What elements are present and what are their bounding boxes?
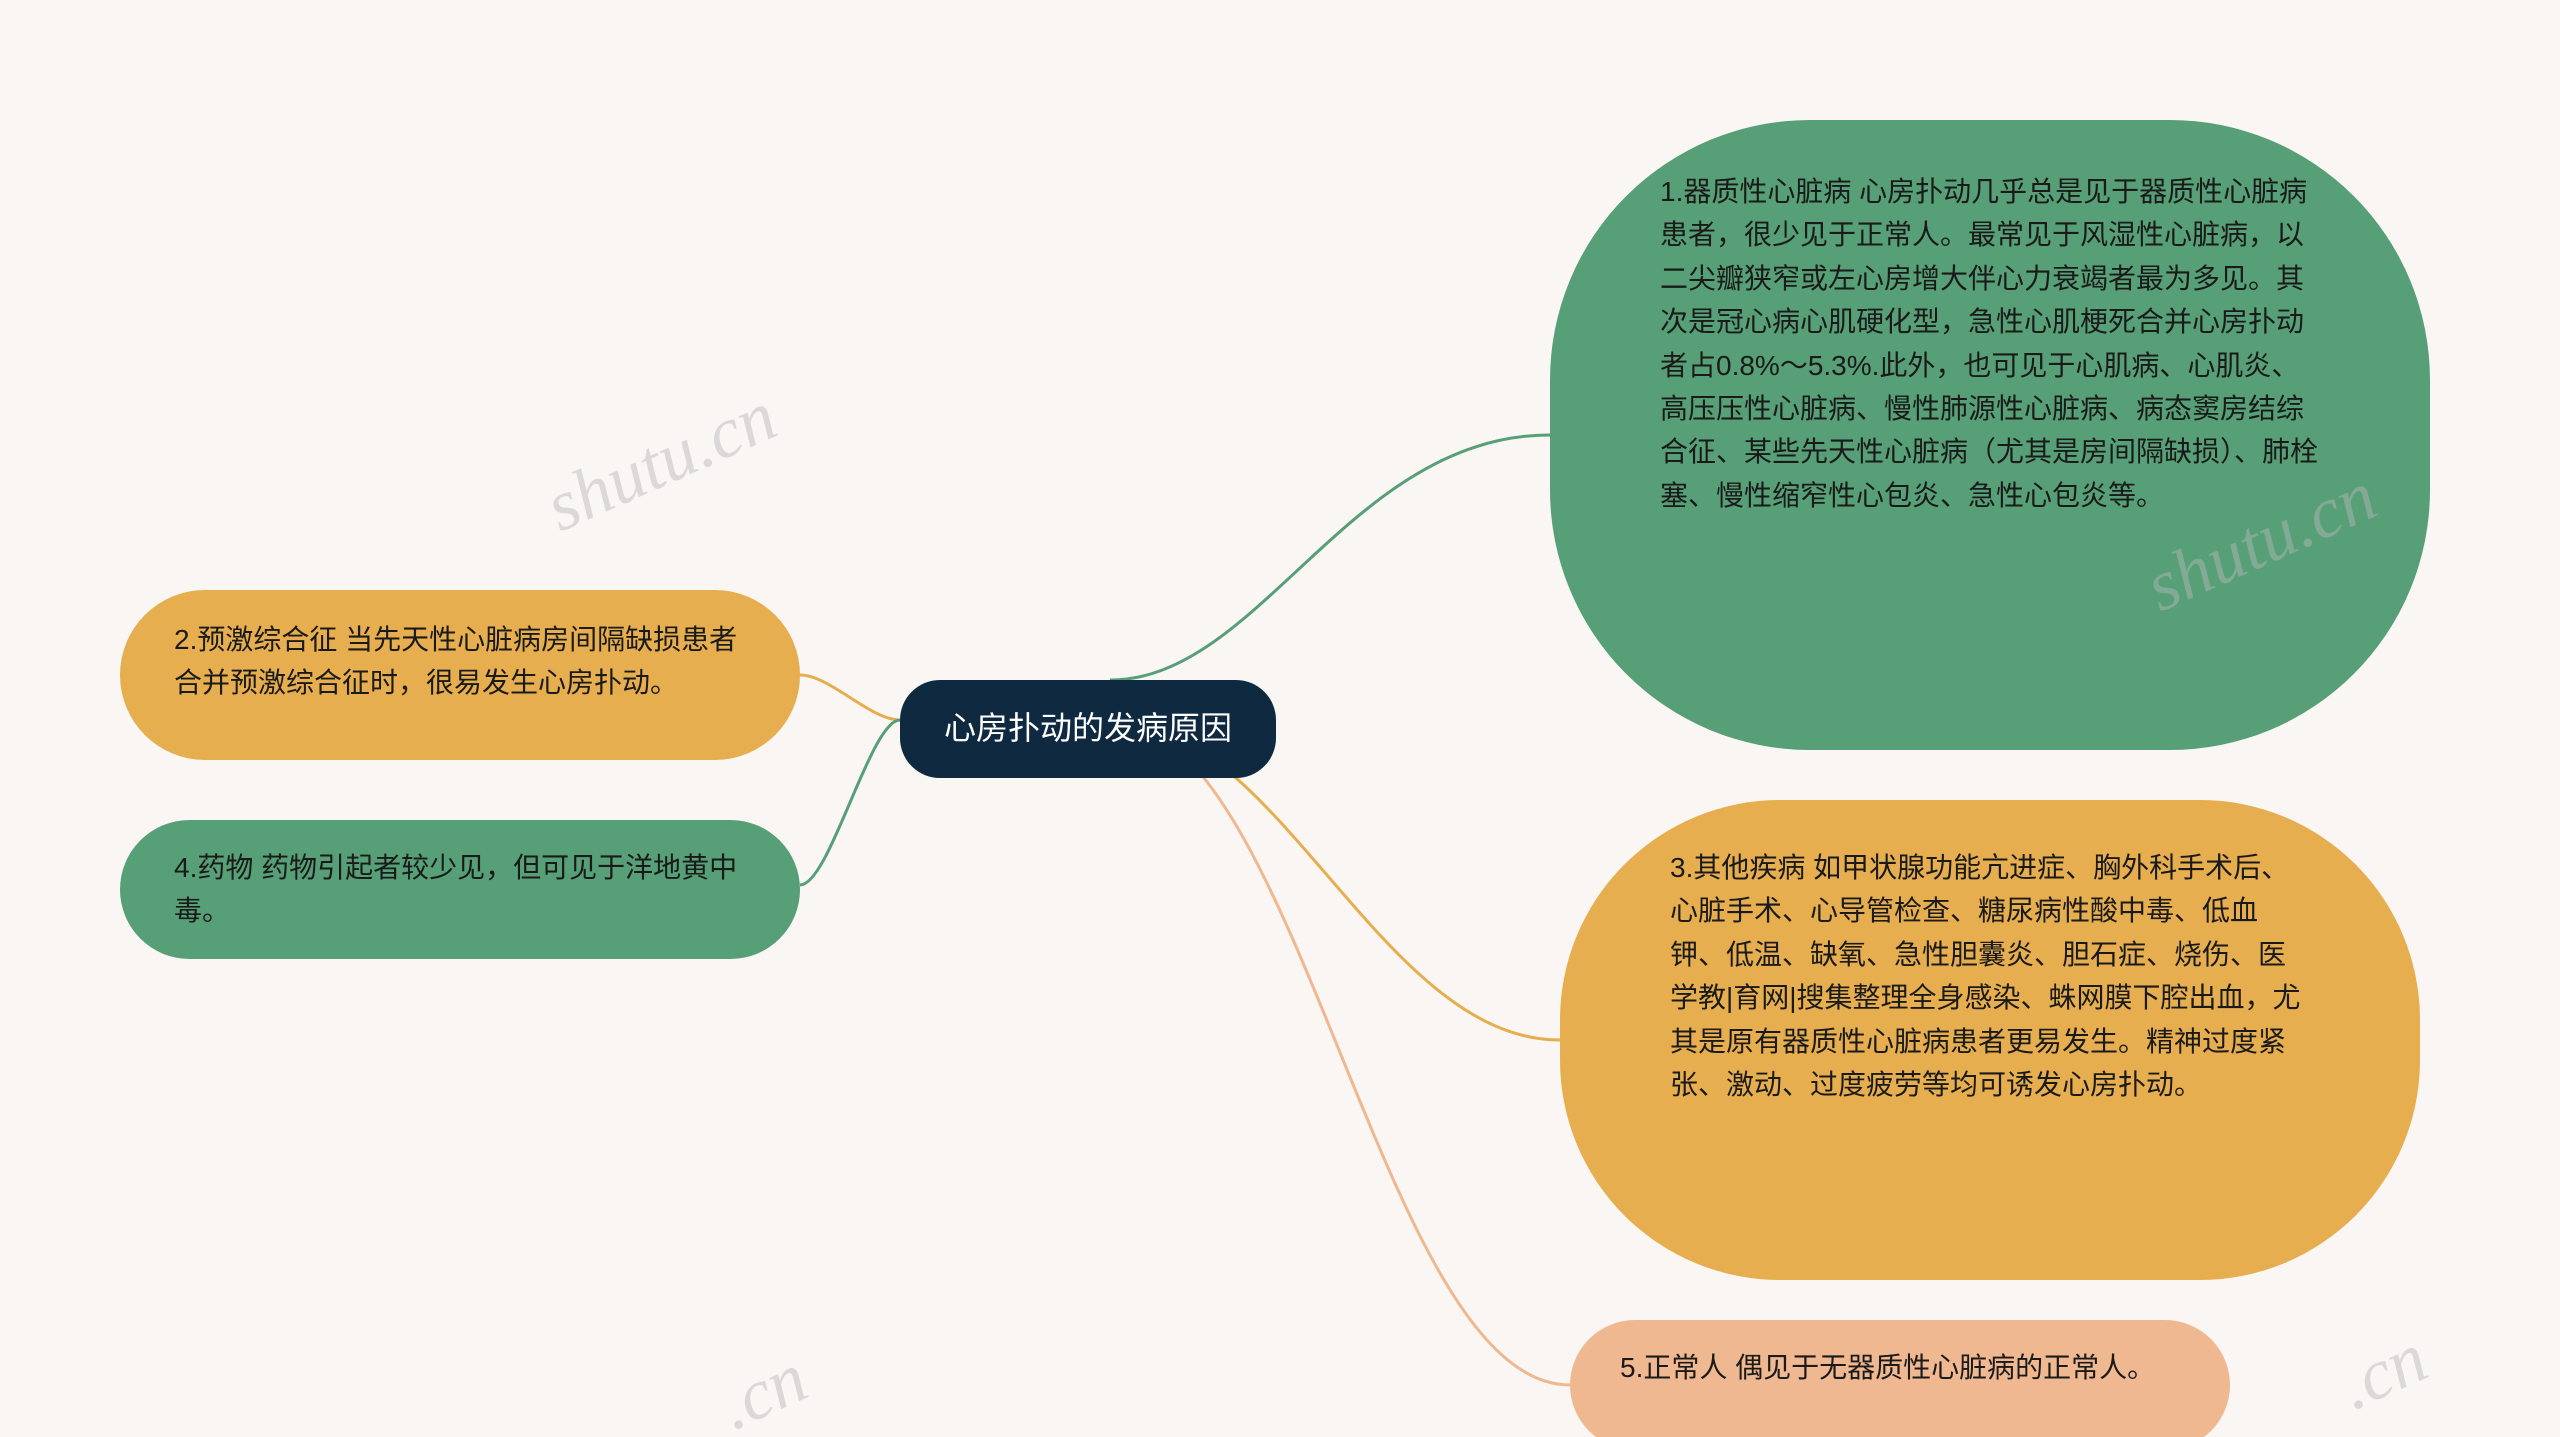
branch-node-5: 5.正常人 偶见于无器质性心脏病的正常人。 bbox=[1570, 1320, 2230, 1437]
branch-node-2: 2.预激综合征 当先天性心脏病房间隔缺损患者合并预激综合征时，很易发生心房扑动。 bbox=[120, 590, 800, 760]
branch-text-4: 4.药物 药物引起者较少见，但可见于洋地黄中毒。 bbox=[174, 852, 737, 926]
connector-path bbox=[1110, 720, 1570, 1385]
branch-text-2: 2.预激综合征 当先天性心脏病房间隔缺损患者合并预激综合征时，很易发生心房扑动。 bbox=[174, 624, 737, 698]
center-label: 心房扑动的发病原因 bbox=[944, 710, 1232, 746]
branch-node-4: 4.药物 药物引起者较少见，但可见于洋地黄中毒。 bbox=[120, 820, 800, 959]
branch-text-5: 5.正常人 偶见于无器质性心脏病的正常人。 bbox=[1620, 1352, 2155, 1383]
branch-node-1: 1.器质性心脏病 心房扑动几乎总是见于器质性心脏病患者，很少见于正常人。最常见于… bbox=[1550, 120, 2430, 750]
connector-path bbox=[800, 675, 900, 720]
branch-text-3: 3.其他疾病 如甲状腺功能亢进症、胸外科手术后、心脏手术、心导管检查、糖尿病性酸… bbox=[1670, 852, 2301, 1100]
branch-text-1: 1.器质性心脏病 心房扑动几乎总是见于器质性心脏病患者，很少见于正常人。最常见于… bbox=[1660, 176, 2318, 511]
center-node: 心房扑动的发病原因 bbox=[900, 680, 1276, 778]
watermark: shutu.cn bbox=[534, 374, 789, 548]
watermark: .cn bbox=[707, 1336, 819, 1437]
connector-path bbox=[1110, 435, 1550, 680]
watermark: .cn bbox=[2327, 1316, 2439, 1427]
connector-path bbox=[800, 720, 900, 885]
branch-node-3: 3.其他疾病 如甲状腺功能亢进症、胸外科手术后、心脏手术、心导管检查、糖尿病性酸… bbox=[1560, 800, 2420, 1280]
